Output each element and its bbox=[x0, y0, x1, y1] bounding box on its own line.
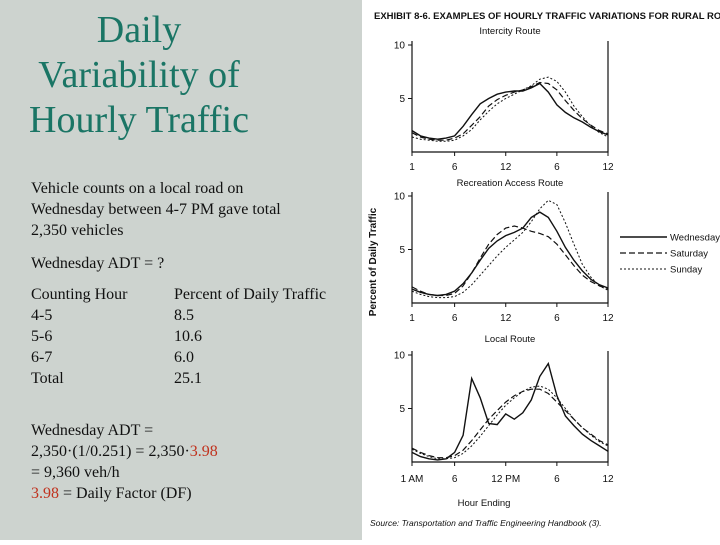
calc-line-2: 2,350·(1/0.251) = 2,350·3.98 bbox=[31, 441, 218, 462]
x-tick-label: 12 PM bbox=[491, 474, 520, 485]
calc-line-4: 3.98 = Daily Factor (DF) bbox=[31, 483, 218, 504]
hourly-variation-chart: EXHIBIT 8-6. EXAMPLES OF HOURLY TRAFFIC … bbox=[368, 11, 720, 528]
daily-factor-label: = Daily Factor (DF) bbox=[59, 485, 192, 502]
table-cell: 4-5 bbox=[31, 307, 53, 324]
intro-line-3: 2,350 vehicles bbox=[31, 222, 124, 239]
table-cell: 8.5 bbox=[174, 307, 194, 324]
legend-label: Sunday bbox=[670, 265, 702, 276]
panel-frame bbox=[411, 41, 609, 153]
panel-frame bbox=[411, 351, 609, 463]
intro-line-2: Wednesday between 4-7 PM gave total bbox=[31, 201, 281, 218]
x-tick-label: 12 bbox=[500, 162, 512, 173]
slide-title: Daily Variability of Hourly Traffic bbox=[0, 8, 278, 143]
y-axis-label: Percent of Daily Traffic bbox=[368, 207, 379, 316]
legend-label: Wednesday bbox=[670, 233, 720, 244]
panel-title: Recreation Access Route bbox=[457, 178, 564, 189]
x-tick-label: 6 bbox=[452, 162, 458, 173]
table-cell: 25.1 bbox=[174, 370, 202, 387]
x-tick-label: 6 bbox=[452, 313, 458, 324]
y-tick-label: 5 bbox=[399, 404, 405, 415]
series-line-sunday bbox=[411, 76, 609, 142]
x-tick-label: 1 bbox=[409, 162, 415, 173]
x-tick-label: 1 bbox=[409, 313, 415, 324]
exhibit-figure: EXHIBIT 8-6. EXAMPLES OF HOURLY TRAFFIC … bbox=[362, 0, 720, 540]
x-tick-label: 12 bbox=[602, 162, 614, 173]
title-line-2: Variability of bbox=[38, 54, 240, 96]
table-cell: 5-6 bbox=[31, 328, 53, 345]
series-line-sunday bbox=[411, 199, 609, 299]
series-line-sunday bbox=[411, 385, 609, 460]
table-header-hour: Counting Hour bbox=[31, 286, 128, 303]
table-cell: 10.6 bbox=[174, 328, 202, 345]
calc-line-1: Wednesday ADT = bbox=[31, 422, 154, 439]
panel-title: Intercity Route bbox=[479, 26, 540, 37]
x-axis-label: Hour Ending bbox=[458, 498, 511, 509]
panel-title: Local Route bbox=[485, 334, 536, 345]
legend-label: Saturday bbox=[670, 249, 708, 260]
exhibit-title: EXHIBIT 8-6. EXAMPLES OF HOURLY TRAFFIC … bbox=[374, 11, 720, 22]
panel-frame bbox=[411, 192, 609, 304]
x-tick-label: 12 bbox=[602, 313, 614, 324]
x-tick-label: 1 AM bbox=[401, 474, 424, 485]
daily-factor-value-2: 3.98 bbox=[31, 485, 59, 502]
table-cell: 6-7 bbox=[31, 349, 53, 366]
table-header-percent: Percent of Daily Traffic bbox=[174, 286, 327, 303]
x-tick-label: 6 bbox=[452, 474, 458, 485]
series-line-saturday bbox=[411, 225, 609, 297]
calc-line-3: = 9,360 veh/h bbox=[31, 464, 120, 481]
daily-factor-value: 3.98 bbox=[189, 443, 218, 460]
title-line-3: Hourly Traffic bbox=[29, 99, 249, 141]
y-tick-label: 10 bbox=[394, 192, 406, 203]
x-tick-label: 6 bbox=[554, 162, 560, 173]
series-line-wednesday bbox=[411, 211, 609, 297]
intro-line-1: Vehicle counts on a local road on bbox=[31, 180, 244, 197]
title-line-1: Daily bbox=[96, 9, 182, 51]
intro-text: Vehicle counts on a local road on Wednes… bbox=[31, 178, 281, 241]
hour-column: Counting Hour 4-5 5-6 6-7 Total bbox=[31, 284, 127, 389]
x-tick-label: 12 bbox=[500, 313, 512, 324]
calc-expression: 2,350·(1/0.251) = 2,350· bbox=[31, 443, 190, 460]
source-note: Source: Transportation and Traffic Engin… bbox=[370, 518, 602, 528]
x-tick-label: 6 bbox=[554, 313, 560, 324]
y-tick-label: 10 bbox=[394, 351, 406, 362]
series-line-wednesday bbox=[411, 361, 609, 461]
table-cell: 6.0 bbox=[174, 349, 194, 366]
y-tick-label: 5 bbox=[399, 245, 405, 256]
series-line-wednesday bbox=[411, 82, 609, 140]
x-tick-label: 6 bbox=[554, 474, 560, 485]
table-cell: Total bbox=[31, 370, 64, 387]
x-tick-label: 12 bbox=[602, 474, 614, 485]
question-text: Wednesday ADT = ? bbox=[31, 255, 165, 272]
calculation: Wednesday ADT = 2,350·(1/0.251) = 2,350·… bbox=[31, 420, 218, 504]
y-tick-label: 10 bbox=[394, 41, 406, 52]
y-tick-label: 5 bbox=[399, 94, 405, 105]
percent-column: Percent of Daily Traffic 8.5 10.6 6.0 25… bbox=[174, 284, 326, 389]
left-panel bbox=[0, 0, 362, 540]
